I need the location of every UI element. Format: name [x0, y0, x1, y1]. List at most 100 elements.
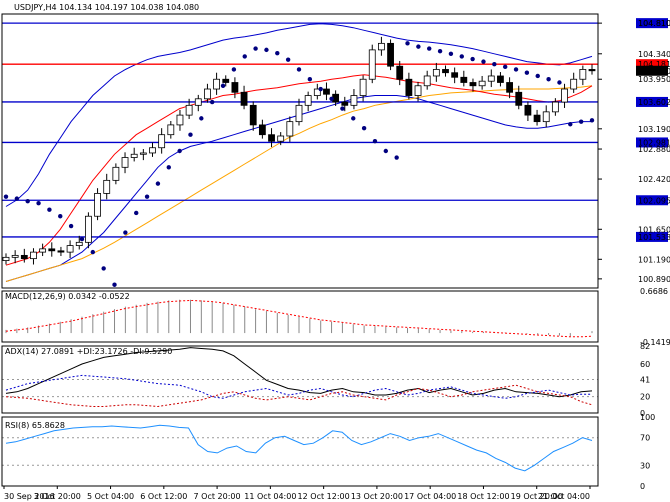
- sar-dot: [155, 181, 161, 186]
- time-tick-label: 11 Oct 04:00: [244, 492, 296, 501]
- sar-dot: [470, 56, 475, 62]
- candle-body: [561, 88, 568, 103]
- candles-layer: [2, 36, 596, 265]
- candle-body: [20, 254, 28, 260]
- sar-dot: [448, 51, 454, 56]
- sar-dot: [264, 47, 269, 53]
- price-tick-label: 104.340: [638, 50, 670, 59]
- price-tick-label: 100.890: [638, 275, 670, 284]
- sar-dot: [318, 86, 323, 92]
- candle-body: [176, 114, 184, 126]
- candle-body: [286, 121, 294, 137]
- candle-body: [295, 104, 303, 123]
- candle-body: [533, 114, 541, 123]
- level-tag: [636, 96, 668, 107]
- sar-dot: [144, 194, 150, 199]
- sar-dot: [112, 282, 117, 287]
- sar-dot: [524, 70, 530, 75]
- sar-dot: [79, 236, 85, 242]
- candle-body: [39, 248, 47, 253]
- candle-body: [442, 69, 449, 74]
- candle-body: [139, 152, 147, 155]
- candle-body: [414, 85, 422, 96]
- sar-dot: [351, 116, 356, 121]
- pane-frame-main: [1, 13, 599, 289]
- time-tick-label: 30 Sep 2016: [4, 492, 55, 501]
- sar-dot: [253, 46, 258, 51]
- candle-body: [240, 91, 248, 106]
- rsi-tick-label: 100: [640, 413, 655, 422]
- pane-frame-rsi: [1, 416, 599, 487]
- time-tick-label: 21 Oct 04:00: [538, 492, 590, 501]
- level-tag-label: 102.981: [638, 138, 670, 147]
- candle-body: [469, 82, 477, 87]
- candle-body: [423, 75, 431, 87]
- sar-dot: [405, 41, 410, 46]
- candle-body: [130, 153, 138, 158]
- sar-dot: [123, 230, 128, 235]
- candle-body: [506, 82, 513, 93]
- labels-layer: 104.810 104.340 103.950 103.190 102.880 102.4…: [4, 19, 670, 501]
- candle-body: [30, 251, 37, 260]
- sar-dot: [90, 249, 96, 255]
- rsi-tick-label: 70: [640, 434, 650, 443]
- candle-body: [48, 248, 56, 252]
- sar-dot: [372, 139, 378, 144]
- sar-dot: [329, 96, 334, 102]
- candle-body: [2, 256, 10, 262]
- adx-series-di: [5, 384, 593, 408]
- time-tick-label: 7 Oct 20:00: [194, 492, 241, 501]
- candle-body: [460, 76, 468, 83]
- sar-dot: [285, 57, 291, 62]
- rsi-layer: [2, 424, 598, 472]
- candle-body: [158, 134, 166, 149]
- candle-body: [551, 101, 559, 113]
- bands-layer: [5, 23, 593, 282]
- candle-body: [66, 245, 74, 253]
- sar-dot: [209, 99, 215, 105]
- candle-body: [75, 241, 83, 246]
- sar-dot: [68, 223, 74, 229]
- level-tag: [636, 18, 668, 29]
- candle-body: [103, 179, 111, 194]
- time-tick-label: 5 Oct 04:00: [87, 492, 134, 501]
- sar-dot: [492, 62, 497, 67]
- sar-dot: [275, 50, 280, 56]
- candle-body: [213, 78, 220, 90]
- pane-frame-macd: [1, 290, 599, 343]
- price-tick-label: 101.190: [638, 255, 670, 264]
- sar-dot: [502, 64, 508, 70]
- sar-dot: [481, 59, 486, 64]
- time-tick-label: 19 Oct 20:00: [511, 492, 563, 501]
- current-price-tag: [636, 65, 668, 76]
- sar-dot: [177, 148, 182, 154]
- sar-dot: [14, 196, 20, 201]
- level-tag-label: 104.181: [638, 60, 670, 69]
- sar-dot: [340, 106, 345, 111]
- candle-body: [85, 215, 92, 243]
- time-tick-label: 18 Oct 12:00: [457, 492, 509, 501]
- sar-dot: [557, 80, 562, 85]
- time-tick-label: 12 Oct 12:00: [298, 492, 350, 501]
- candle-body: [579, 69, 587, 80]
- levels-layer: 104.810 104.181 103.602 102.981 102.095 101.5…: [2, 18, 670, 242]
- sar-dot: [578, 119, 584, 124]
- macd-tick-label: 0.6686: [640, 287, 668, 296]
- price-tick-label: 101.650: [638, 225, 670, 234]
- sar-dot: [47, 207, 52, 212]
- candle-body: [387, 42, 394, 67]
- adx-label: ADX(14) 27.0891 +DI:23.1726 -DI:9.5290: [5, 347, 172, 356]
- sar-dot: [589, 118, 595, 123]
- ma-slow-line: [5, 85, 593, 282]
- level-tag: [636, 59, 668, 70]
- candle-body: [405, 78, 413, 96]
- candle-body: [350, 95, 358, 106]
- candle-body: [396, 65, 404, 80]
- candle-body: [304, 95, 312, 106]
- adx-tick-label: 20: [640, 393, 650, 402]
- candle-body: [149, 147, 156, 154]
- sar-dot: [427, 46, 432, 51]
- sar-dot: [36, 200, 41, 206]
